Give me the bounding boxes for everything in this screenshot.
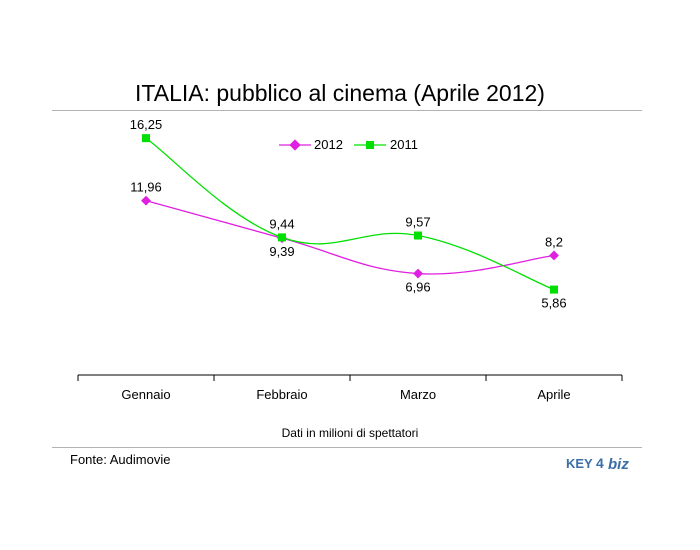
chart-title: ITALIA: pubblico al cinema (Aprile 2012)	[135, 80, 545, 106]
data-label-2011: 9,57	[405, 215, 430, 230]
series-line-2011	[145, 137, 555, 291]
data-point-2012	[549, 250, 559, 261]
x-tick-label: Aprile	[537, 387, 570, 402]
data-label-2012: 11,96	[130, 180, 162, 195]
series-2012: 11,96 9,39 6,96 8,2	[130, 180, 563, 295]
legend-item-2011: 2011	[354, 137, 418, 152]
x-tick-label: Marzo	[400, 387, 436, 402]
legend-item-2012: 2012	[279, 137, 343, 152]
data-label-2012: 9,39	[269, 244, 294, 259]
legend-label-2011: 2011	[390, 137, 418, 152]
x-tick-labels: Gennaio Febbraio Marzo Aprile	[121, 387, 570, 402]
bottom-divider	[52, 447, 642, 448]
source-note: Fonte: Audimovie	[70, 452, 171, 467]
series-2011: 16,25 9,44 9,57 5,86	[130, 117, 567, 310]
data-point-2011	[550, 285, 558, 294]
logo-text-4: 4	[596, 455, 604, 471]
legend: 2012 2011	[279, 137, 418, 152]
logo-text-biz: biz	[608, 456, 629, 473]
top-divider	[52, 110, 642, 111]
legend-label-2012: 2012	[314, 137, 343, 152]
data-label-2011: 5,86	[541, 296, 566, 311]
key4biz-logo: KEY 4 biz	[566, 455, 629, 473]
data-label-2011: 9,44	[269, 216, 294, 231]
data-point-2011	[278, 233, 286, 242]
x-axis-label: Dati in milioni di spettatori	[282, 426, 419, 440]
data-point-2011	[142, 134, 150, 143]
data-point-2011	[414, 231, 422, 240]
data-label-2012: 8,2	[545, 234, 563, 249]
series-group: 11,96 9,39 6,96 8,2 16,25 9,44 9,57 5,86	[130, 117, 567, 310]
legend-marker-2012	[289, 139, 301, 151]
series-line-2012	[145, 200, 555, 275]
x-axis: Gennaio Febbraio Marzo Aprile	[77, 374, 623, 402]
legend-marker-2011	[366, 141, 374, 149]
logo-text-key: KEY	[566, 456, 593, 471]
data-point-2012	[413, 268, 423, 279]
x-tick-label: Febbraio	[256, 387, 307, 402]
data-point-2012	[141, 195, 151, 206]
data-label-2012: 6,96	[405, 280, 430, 295]
x-tick-label: Gennaio	[121, 387, 170, 402]
x-ticks	[77, 375, 623, 381]
data-label-2011: 16,25	[130, 117, 163, 132]
